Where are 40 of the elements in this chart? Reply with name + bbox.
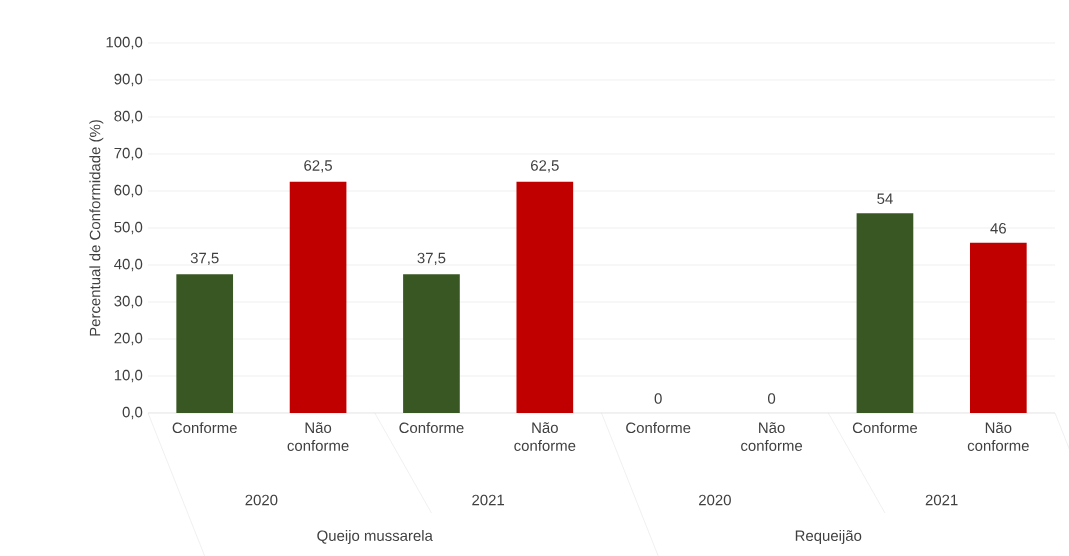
data-label: 0: [768, 393, 776, 404]
data-label: 0: [654, 393, 662, 404]
data-label: 46: [990, 223, 1006, 234]
text: 2021: [925, 494, 958, 506]
bar: [516, 181, 574, 413]
text: 2021: [472, 494, 505, 506]
x-tick-label: Não conforme: [514, 422, 576, 451]
y-tick-label: 90,0: [114, 73, 143, 87]
bar: [176, 274, 234, 413]
text: 2020: [699, 494, 731, 506]
bar: [289, 181, 347, 413]
y-axis-title: Percentual de Conformidade (%): [89, 120, 104, 336]
y-tick-label: 0,0: [122, 406, 143, 420]
bar: [403, 274, 460, 413]
text: Requeijão: [795, 530, 862, 544]
data-label: 62,5: [531, 160, 559, 173]
y-tick-label: 40,0: [114, 258, 143, 272]
y-tick-label: 70,0: [114, 147, 143, 161]
x-tick-label: Conforme: [172, 422, 237, 434]
x-tick-label: Não conforme: [967, 422, 1029, 451]
y-tick-label: 30,0: [114, 295, 143, 309]
bar: [969, 242, 1027, 413]
y-tick-label: 10,0: [114, 369, 143, 383]
y-tick-label: 20,0: [114, 332, 143, 346]
data-label: 37,5: [417, 252, 446, 266]
text: Queijo mussarela: [317, 530, 433, 544]
text: 2020: [245, 494, 278, 506]
x-tick-label: Conforme: [626, 422, 691, 434]
y-tick-label: 80,0: [114, 110, 143, 124]
y-tick-label: 60,0: [114, 184, 143, 198]
data-label: 54: [877, 193, 893, 204]
x-tick-label: Conforme: [852, 422, 918, 434]
x-tick-label: Não conforme: [287, 422, 349, 451]
x-tick-label: Não conforme: [741, 422, 803, 451]
x-tick-label: Conforme: [399, 422, 464, 434]
y-tick-label: 100,0: [106, 36, 143, 50]
bar: [856, 213, 914, 413]
data-label: 62,5: [304, 160, 332, 173]
y-tick-label: 50,0: [114, 221, 143, 235]
data-label: 37,5: [190, 252, 219, 266]
